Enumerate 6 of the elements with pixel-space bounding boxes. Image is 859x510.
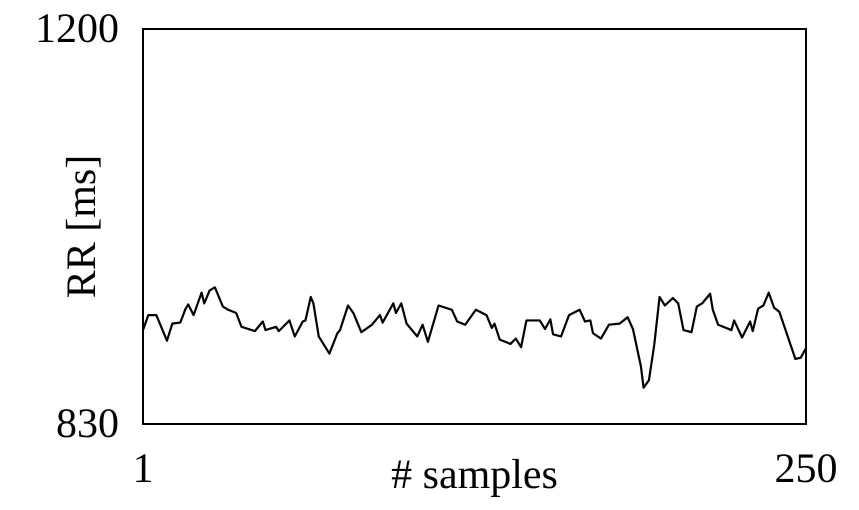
- x-tick-label: 250: [774, 446, 838, 492]
- y-tick-label: 830: [56, 401, 119, 447]
- x-tick-label: 1: [132, 446, 154, 492]
- x-axis-title: # samples: [391, 452, 558, 498]
- y-axis-title: RR [ms]: [59, 154, 105, 298]
- y-tick-label: 1200: [35, 6, 119, 52]
